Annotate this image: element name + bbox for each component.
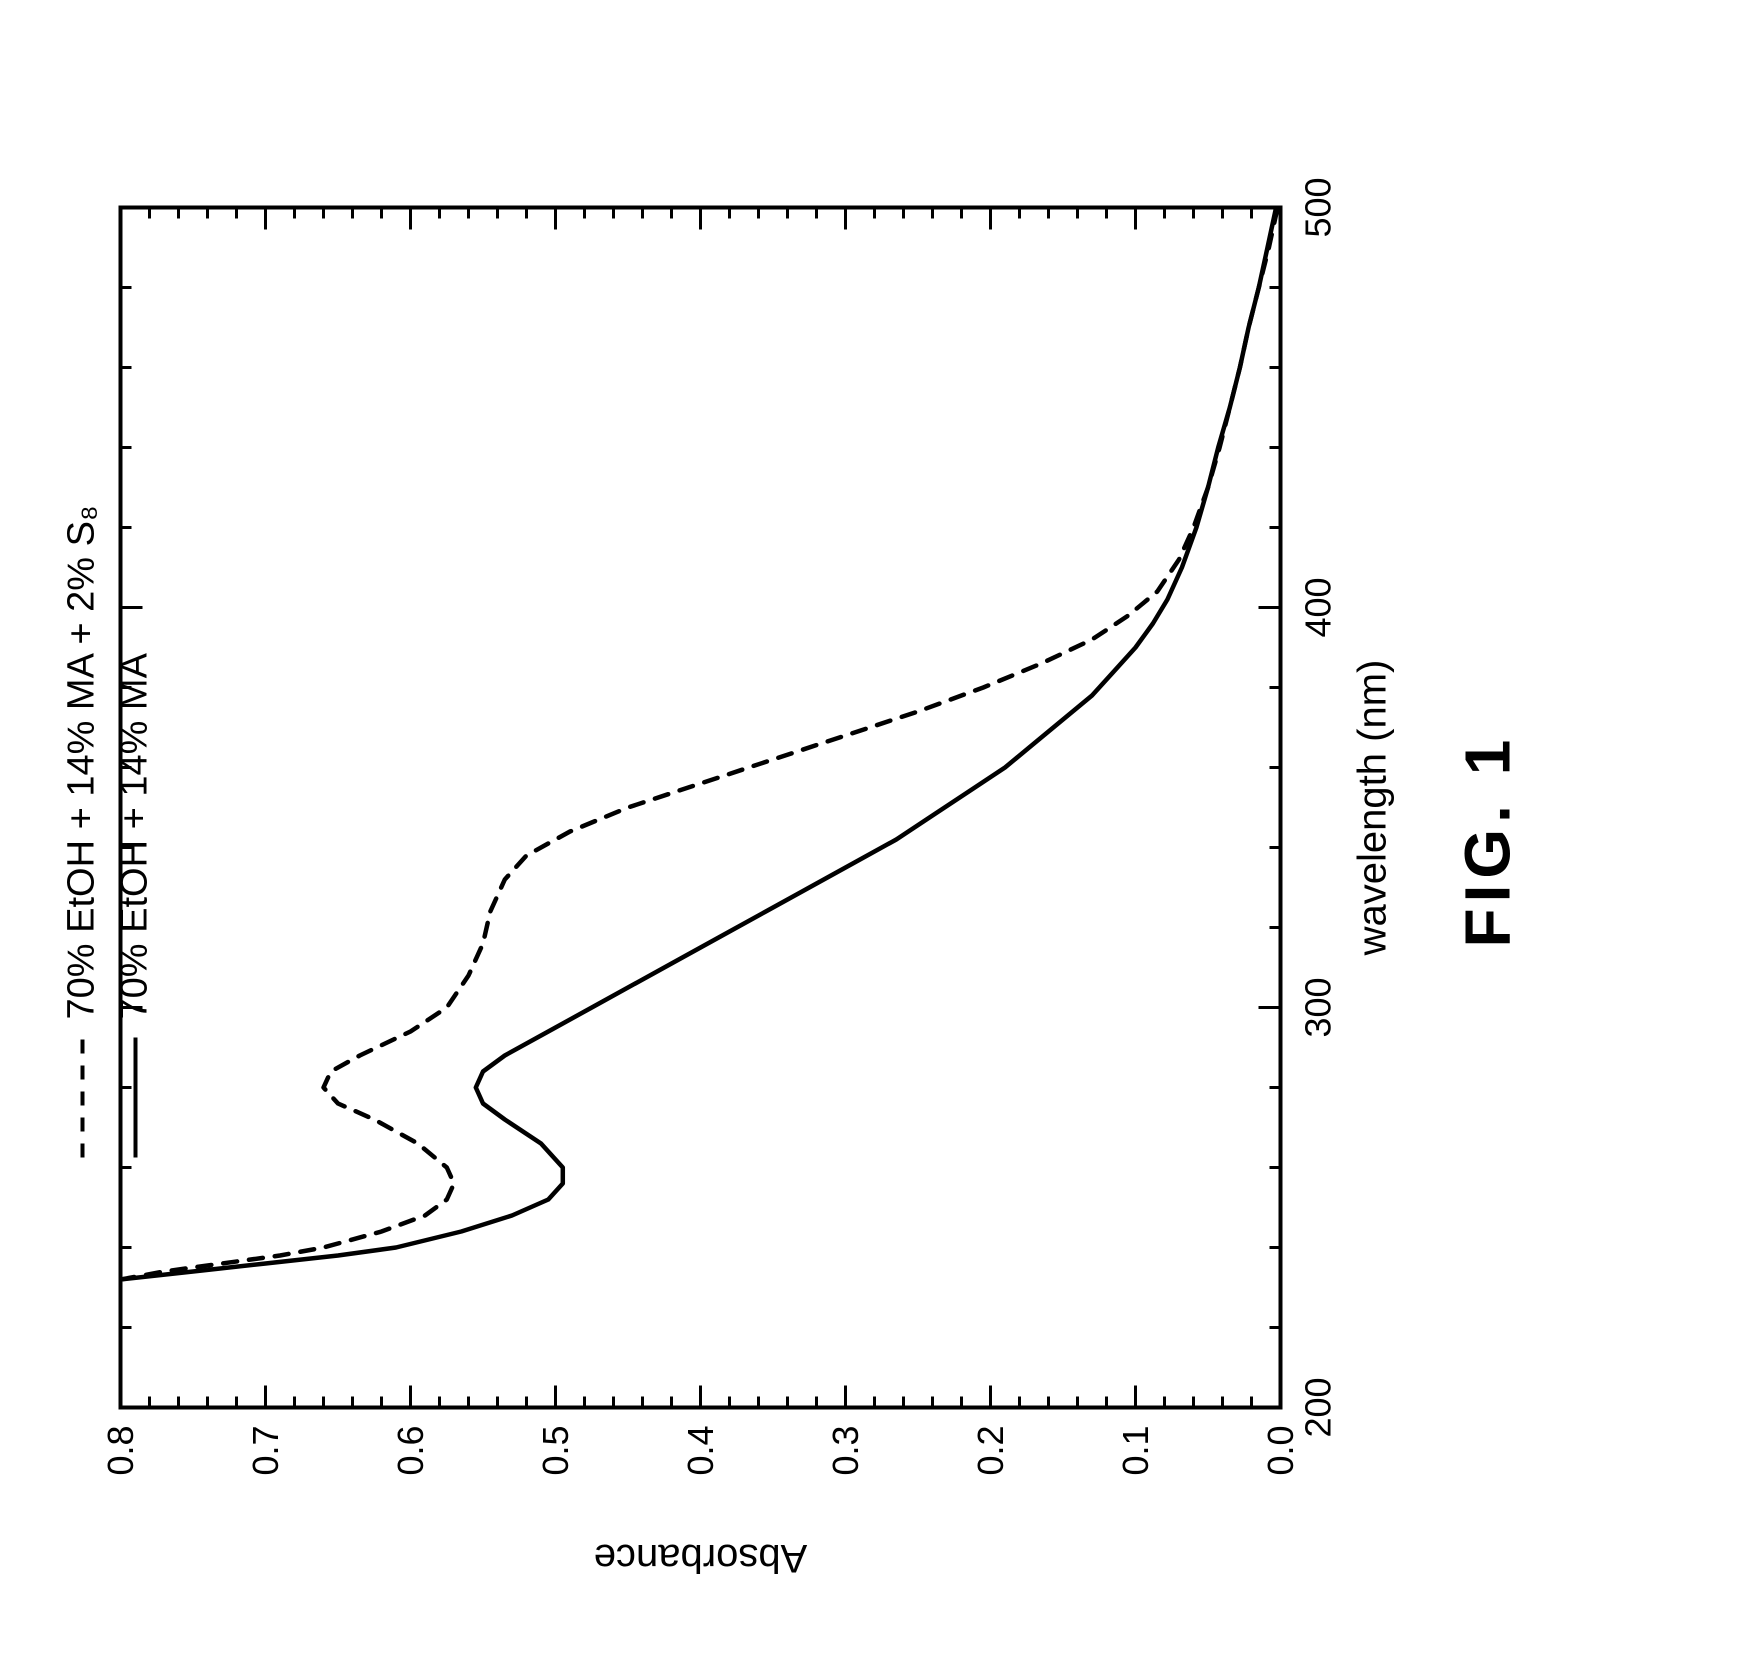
y-tick-label: 0.8 [100,1425,141,1475]
y-tick-label: 0.2 [970,1425,1011,1475]
series-base [120,207,1276,1279]
y-axis-label: Absorbance [593,1535,806,1580]
x-tick-label: 500 [1297,177,1338,237]
y-tick-label: 0.4 [680,1425,721,1475]
figure-label: FIG. 1 [1450,733,1524,947]
series-s8 [120,207,1277,1279]
y-tick-label: 0.5 [535,1425,576,1475]
y-tick-label: 0.3 [825,1425,866,1475]
x-axis-label: wavelength (nm) [1350,647,1395,967]
y-tick-label: 0.7 [245,1425,286,1475]
x-tick-label: 400 [1297,577,1338,637]
y-tick-label: 0.6 [390,1425,431,1475]
x-tick-label: 300 [1297,977,1338,1037]
y-tick-label: 0.1 [1115,1425,1156,1475]
y-tick-label: 0.0 [1260,1425,1301,1475]
x-tick-label: 200 [1297,1377,1338,1437]
